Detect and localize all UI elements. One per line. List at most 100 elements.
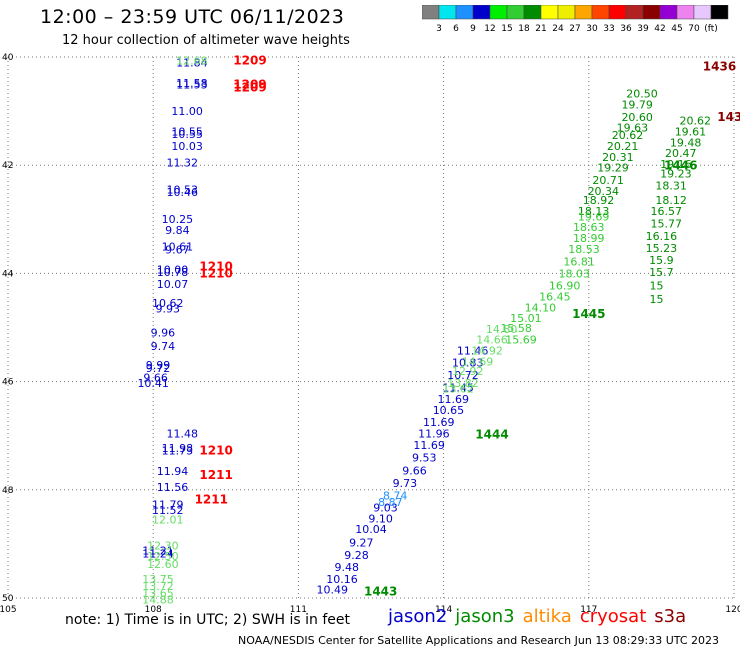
wave-height-label: 9.03 — [373, 501, 398, 514]
scale-label: 6 — [453, 24, 459, 34]
legend-item-jason2: jason2 — [388, 606, 448, 627]
scale-label: 9 — [470, 24, 476, 34]
lon-label: 117 — [580, 605, 597, 615]
lat-label: 48 — [2, 486, 14, 496]
wave-height-label: 12.60 — [147, 558, 179, 571]
wave-height-label: 9.84 — [165, 224, 190, 237]
wave-height-label: 20.31 — [602, 151, 634, 164]
wave-height-label: 10.72 — [447, 369, 479, 382]
wave-height-label: 9.66 — [143, 372, 168, 385]
wave-height-label: 16.57 — [650, 205, 682, 218]
wave-height-label: 10.41 — [137, 377, 169, 390]
wave-height-label: 20.21 — [607, 140, 639, 153]
lon-label: 108 — [145, 605, 162, 615]
wave-height-label: 19.79 — [621, 98, 653, 111]
wave-height-label: 14.69 — [462, 355, 494, 368]
lat-label: 42 — [2, 161, 13, 171]
wave-height-label: 20.47 — [665, 147, 697, 160]
wave-height-label: 14.10 — [525, 301, 557, 314]
wave-height-label: 13.72 — [142, 580, 174, 593]
footer-note: note: 1) Time is in UTC; 2) SWH is in fe… — [65, 612, 351, 628]
wave-height-label: 11.52 — [152, 504, 184, 517]
wave-height-label: 15.01 — [510, 312, 542, 325]
lon-label: 120 — [725, 605, 740, 615]
wave-height-label: 9.66 — [402, 465, 427, 478]
wave-height-label: 11.53 — [176, 78, 208, 91]
legend-item-s3a: s3a — [654, 606, 687, 627]
wave-height-label: 15 — [650, 280, 664, 293]
pass-time-label: 1436 — [703, 60, 736, 74]
satellite-legend: jason2 jason3 altika cryosat s3a — [388, 606, 694, 627]
scale-label: 33 — [603, 24, 614, 34]
wave-height-label: 19.69 — [578, 210, 610, 223]
scale-label: 39 — [637, 24, 649, 34]
wave-height-label: 16.90 — [549, 280, 581, 293]
wave-height-label: 19.61 — [675, 125, 707, 138]
pass-time-label: 1209 — [233, 77, 266, 91]
wave-height-label: 10.53 — [166, 183, 198, 196]
wave-height-label: 20.71 — [592, 174, 624, 187]
lat-label: 50 — [2, 594, 14, 604]
wave-height-label: 18.03 — [559, 268, 591, 281]
wave-height-label: 18.12 — [655, 194, 687, 207]
wave-height-label: 16.81 — [563, 255, 595, 268]
wave-height-label: 11.94 — [157, 465, 189, 478]
wave-height-label: 11.96 — [418, 427, 450, 440]
wave-height-label: 13.65 — [142, 587, 174, 600]
wave-height-label: 12.30 — [147, 539, 179, 552]
wave-height-label: 19.63 — [617, 122, 649, 135]
wave-height-label: 19.29 — [597, 162, 629, 175]
wave-height-label: 18.92 — [583, 194, 615, 207]
scale-label: 18 — [518, 24, 530, 34]
wave-height-label: 9.10 — [368, 512, 393, 525]
wave-height-label: 18.63 — [573, 221, 605, 234]
wave-height-label: 10.07 — [157, 278, 189, 291]
wave-height-label: 11.21 — [142, 545, 174, 558]
scale-label: (ft) — [704, 24, 718, 34]
wave-height-label: 9.73 — [393, 477, 418, 490]
wave-height-label: 10.61 — [162, 241, 194, 254]
scale-label: 42 — [654, 24, 665, 34]
wave-height-label: 9.53 — [412, 452, 437, 465]
wave-height-label: 10.46 — [166, 186, 198, 199]
wave-height-label: 15.77 — [650, 217, 682, 230]
page-subtitle: 12 hour collection of altimeter wave hei… — [62, 33, 350, 48]
lon-label: 114 — [435, 605, 452, 615]
legend-item-cryosat: cryosat — [579, 606, 647, 627]
pass-time-label: 1211 — [199, 468, 232, 482]
wave-height-label: 15.9 — [649, 254, 674, 267]
wave-height-label: 12.01 — [152, 513, 184, 526]
wave-height-label: 11.56 — [157, 481, 189, 494]
wave-height-label: 11.58 — [176, 77, 208, 90]
wave-height-label: 16.16 — [646, 230, 678, 243]
wave-height-label: 9.27 — [349, 537, 374, 550]
wave-height-label: 14.66 — [476, 334, 508, 347]
wave-height-label: 8.87 — [378, 496, 403, 509]
wave-height-label: 10.83 — [452, 356, 484, 369]
wave-height-label: 13.82 — [447, 377, 479, 390]
wave-height-label: 9.99 — [146, 359, 171, 372]
pass-time-label: 1210 — [199, 260, 232, 274]
wave-height-label: 15.23 — [646, 242, 678, 255]
pass-time-label: 1443 — [364, 584, 397, 598]
pass-time-label: 1445 — [572, 307, 605, 321]
scale-label: 30 — [586, 24, 598, 34]
wave-height-label: 11.69 — [438, 393, 470, 406]
wave-height-label: 12.50 — [147, 550, 179, 563]
wave-height-label: 12.92 — [452, 365, 484, 378]
wave-height-label: 14.88 — [142, 593, 174, 606]
wave-height-label: 10.78 — [157, 266, 189, 279]
scale-label: 27 — [569, 24, 580, 34]
scale-label: 70 — [688, 24, 700, 34]
wave-height-label: 11.24 — [142, 547, 174, 560]
wave-height-label: 10.62 — [152, 297, 184, 310]
wave-height-label: 11.00 — [171, 105, 203, 118]
wave-height-label: 9.93 — [155, 302, 180, 315]
lat-label: 44 — [2, 269, 14, 279]
lat-label: 46 — [2, 378, 14, 388]
lon-label: 105 — [0, 605, 17, 615]
scale-label: 15 — [501, 24, 512, 34]
wave-height-label: 10.16 — [326, 573, 358, 586]
wave-height-label: 20.62 — [680, 115, 712, 128]
